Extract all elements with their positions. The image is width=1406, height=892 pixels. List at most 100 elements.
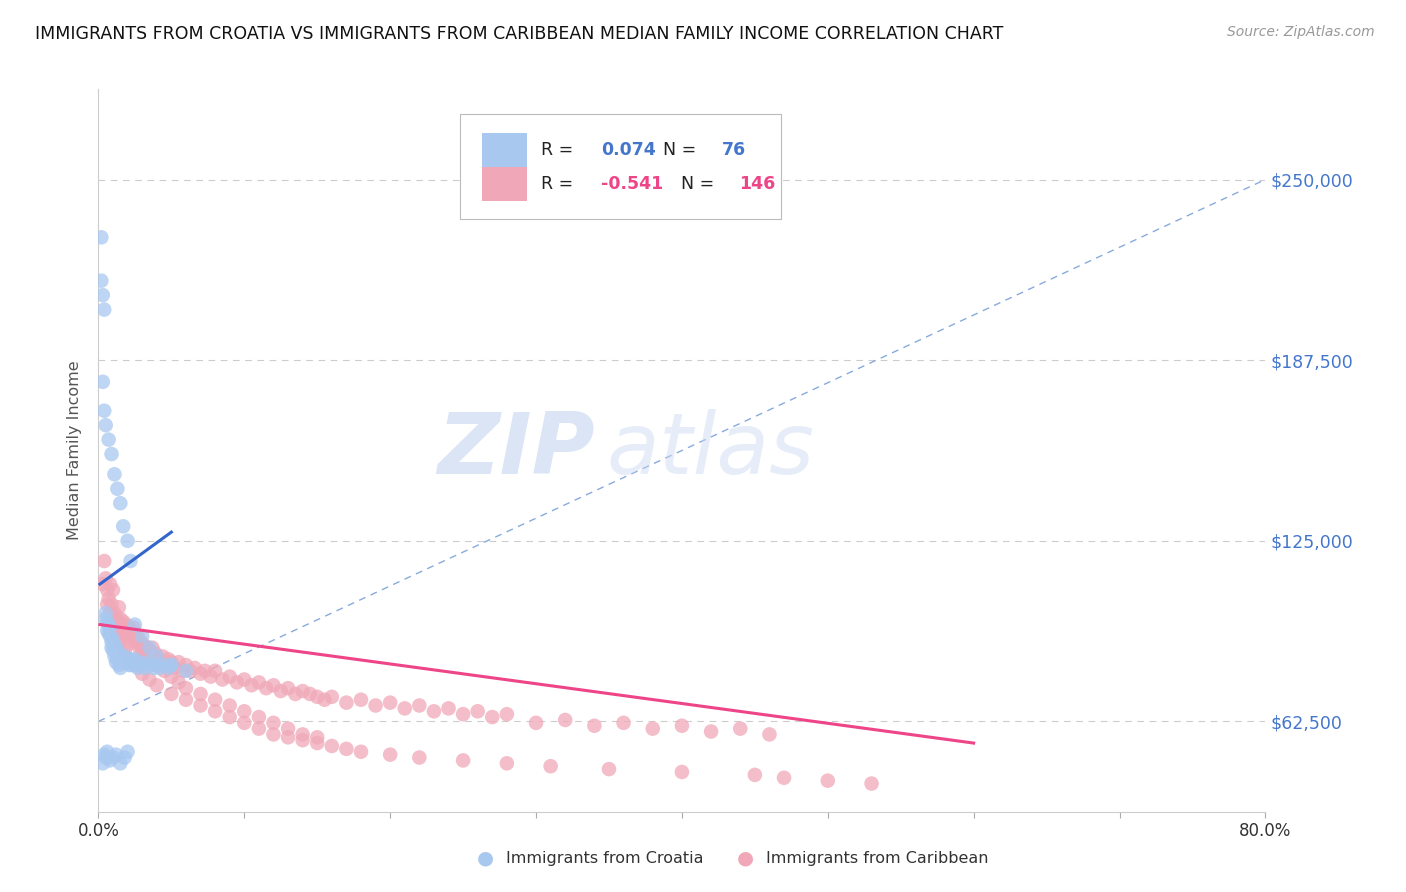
Point (146, 649, 169, 664)
Point (194, 664, 217, 678)
Point (350, 745, 373, 759)
Point (131, 643, 153, 657)
Point (247, 722, 270, 736)
Point (125, 635, 148, 649)
Point (314, 692, 336, 706)
Point (121, 629, 143, 643)
Text: N =: N = (681, 175, 720, 193)
Point (364, 698, 387, 713)
Point (101, 582, 124, 597)
Point (262, 727, 284, 741)
Point (105, 482, 128, 496)
Point (96, 615, 118, 629)
Point (226, 675, 249, 690)
Point (146, 678, 169, 692)
Point (96, 624, 118, 638)
Point (160, 670, 183, 684)
Text: N =: N = (664, 141, 702, 159)
Point (131, 629, 153, 643)
Point (758, 727, 780, 741)
Text: 0.074: 0.074 (602, 141, 657, 159)
Point (142, 661, 165, 675)
Point (94, 418, 117, 433)
Point (172, 664, 194, 678)
Text: ●: ● (477, 848, 494, 868)
Point (247, 675, 270, 690)
Point (114, 643, 136, 657)
Point (114, 750, 136, 764)
Point (94, 571, 117, 585)
Point (146, 658, 169, 673)
Point (112, 615, 135, 629)
Point (143, 647, 166, 661)
Point (744, 768, 766, 782)
Point (149, 661, 172, 675)
Point (101, 643, 124, 657)
Point (160, 658, 183, 673)
Point (96, 745, 118, 759)
Point (127, 629, 149, 643)
Point (114, 649, 136, 664)
Point (100, 635, 122, 649)
Point (104, 626, 127, 640)
Text: ZIP: ZIP (437, 409, 595, 492)
Point (97, 617, 120, 632)
Point (98, 606, 121, 620)
Point (190, 687, 212, 701)
Point (350, 692, 373, 706)
Point (96, 582, 118, 597)
Point (773, 771, 796, 785)
Point (174, 681, 197, 695)
Point (120, 624, 142, 638)
Point (110, 629, 132, 643)
Point (451, 707, 474, 722)
Point (700, 724, 723, 739)
Point (117, 629, 139, 643)
Point (284, 687, 307, 701)
Point (179, 664, 201, 678)
Point (671, 719, 693, 733)
Text: IMMIGRANTS FROM CROATIA VS IMMIGRANTS FROM CARIBBEAN MEDIAN FAMILY INCOME CORREL: IMMIGRANTS FROM CROATIA VS IMMIGRANTS FR… (35, 25, 1004, 43)
Point (128, 655, 150, 669)
Point (321, 690, 343, 704)
Point (118, 620, 141, 634)
Point (174, 658, 197, 673)
Point (190, 666, 212, 681)
Point (103, 467, 125, 482)
Point (101, 615, 124, 629)
Point (112, 519, 135, 533)
Point (149, 655, 172, 669)
Point (93, 302, 115, 317)
Point (174, 664, 197, 678)
Point (481, 710, 503, 724)
Point (138, 643, 160, 657)
Point (127, 661, 149, 675)
Point (112, 655, 135, 669)
Text: Immigrants from Caribbean: Immigrants from Caribbean (766, 851, 988, 865)
Point (496, 756, 519, 771)
Point (174, 692, 197, 706)
Point (101, 632, 124, 646)
Point (298, 687, 321, 701)
Point (124, 652, 146, 666)
Point (291, 684, 314, 698)
Point (98, 577, 121, 591)
Point (730, 722, 752, 736)
Point (163, 661, 186, 675)
Point (247, 710, 270, 724)
Point (139, 658, 162, 673)
Point (110, 661, 132, 675)
Point (153, 658, 176, 673)
Point (129, 635, 152, 649)
Point (131, 666, 153, 681)
Point (117, 745, 139, 759)
Point (612, 715, 634, 730)
Point (204, 664, 226, 678)
Point (307, 731, 329, 745)
Point (157, 661, 180, 675)
Point (152, 649, 174, 664)
Point (97, 433, 120, 447)
Point (117, 655, 139, 669)
Point (94, 612, 117, 626)
Point (451, 753, 474, 767)
